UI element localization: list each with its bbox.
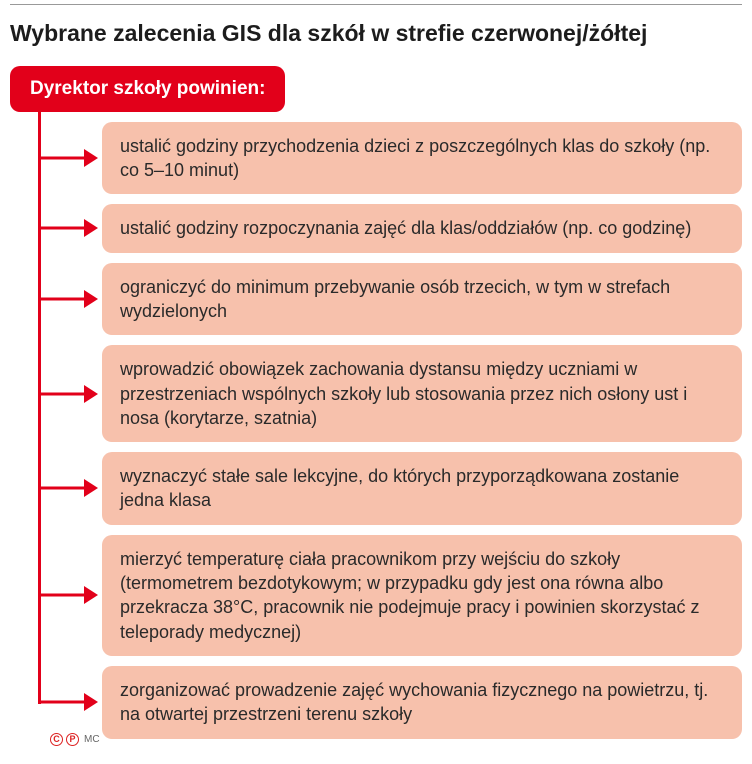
flow-box: ustalić godziny przychodzenia dzieci z p… [102, 122, 742, 195]
flow-box: wprowadzić obowiązek zachowania dystansu… [102, 345, 742, 442]
connector-line [38, 594, 86, 597]
flow-box-text: wyznaczyć stałe sale lekcyjne, do któryc… [120, 466, 679, 510]
arrow-right-icon [84, 385, 98, 403]
arrow-right-icon [84, 479, 98, 497]
flow-box: mierzyć temperaturę ciała pracownikom pr… [102, 535, 742, 656]
flow-box-text: ograniczyć do minimum przebywanie osób t… [120, 277, 670, 321]
flow-item: ustalić godziny rozpoczynania zajęć dla … [10, 204, 742, 252]
connector-line [38, 487, 86, 490]
flow-box-text: wprowadzić obowiązek zachowania dystansu… [120, 359, 687, 428]
flow-box: ustalić godziny rozpoczynania zajęć dla … [102, 204, 742, 252]
connector-line [38, 392, 86, 395]
page-title: Wybrane zalecenia GIS dla szkół w strefi… [0, 5, 752, 66]
arrow-right-icon [84, 693, 98, 711]
flow-box-text: ustalić godziny przychodzenia dzieci z p… [120, 136, 710, 180]
arrow-right-icon [84, 219, 98, 237]
flow-item: ograniczyć do minimum przebywanie osób t… [10, 263, 742, 336]
infographic-container: Wybrane zalecenia GIS dla szkół w strefi… [0, 4, 752, 764]
flow-item: wyznaczyć stałe sale lekcyjne, do któryc… [10, 452, 742, 525]
flow-box-text: ustalić godziny rozpoczynania zajęć dla … [120, 218, 691, 238]
connector-line [38, 701, 86, 704]
author-initials: MC [84, 734, 100, 745]
arrow-right-icon [84, 586, 98, 604]
flow-item: ustalić godziny przychodzenia dzieci z p… [10, 122, 742, 195]
connector-line [38, 297, 86, 300]
flow-connector [10, 263, 102, 336]
flow-item: mierzyć temperaturę ciała pracownikom pr… [10, 535, 742, 656]
flow-item: wprowadzić obowiązek zachowania dystansu… [10, 345, 742, 442]
header-label: Dyrektor szkoły powinien: [30, 78, 265, 99]
flow-area: ustalić godziny przychodzenia dzieci z p… [10, 112, 742, 739]
flow-item: zorganizować prowadzenie zajęć wychowani… [10, 666, 742, 739]
footer-marks: C P MC [50, 733, 100, 746]
flow-connector [10, 452, 102, 525]
header-pill: Dyrektor szkoły powinien: [10, 66, 285, 112]
flow-connector [10, 345, 102, 442]
arrow-right-icon [84, 290, 98, 308]
flow-connector [10, 666, 102, 739]
copyright-icon: C [50, 733, 63, 746]
flow-connector [10, 204, 102, 252]
flow-items: ustalić godziny przychodzenia dzieci z p… [10, 112, 742, 739]
flow-box: wyznaczyć stałe sale lekcyjne, do któryc… [102, 452, 742, 525]
flow-box-text: mierzyć temperaturę ciała pracownikom pr… [120, 549, 699, 642]
connector-line [38, 157, 86, 160]
p-mark-icon: P [66, 733, 79, 746]
flow-box: zorganizować prowadzenie zajęć wychowani… [102, 666, 742, 739]
connector-line [38, 227, 86, 230]
arrow-right-icon [84, 149, 98, 167]
flow-box-text: zorganizować prowadzenie zajęć wychowani… [120, 680, 708, 724]
flow-connector [10, 122, 102, 195]
flow-box: ograniczyć do minimum przebywanie osób t… [102, 263, 742, 336]
flow-connector [10, 535, 102, 656]
